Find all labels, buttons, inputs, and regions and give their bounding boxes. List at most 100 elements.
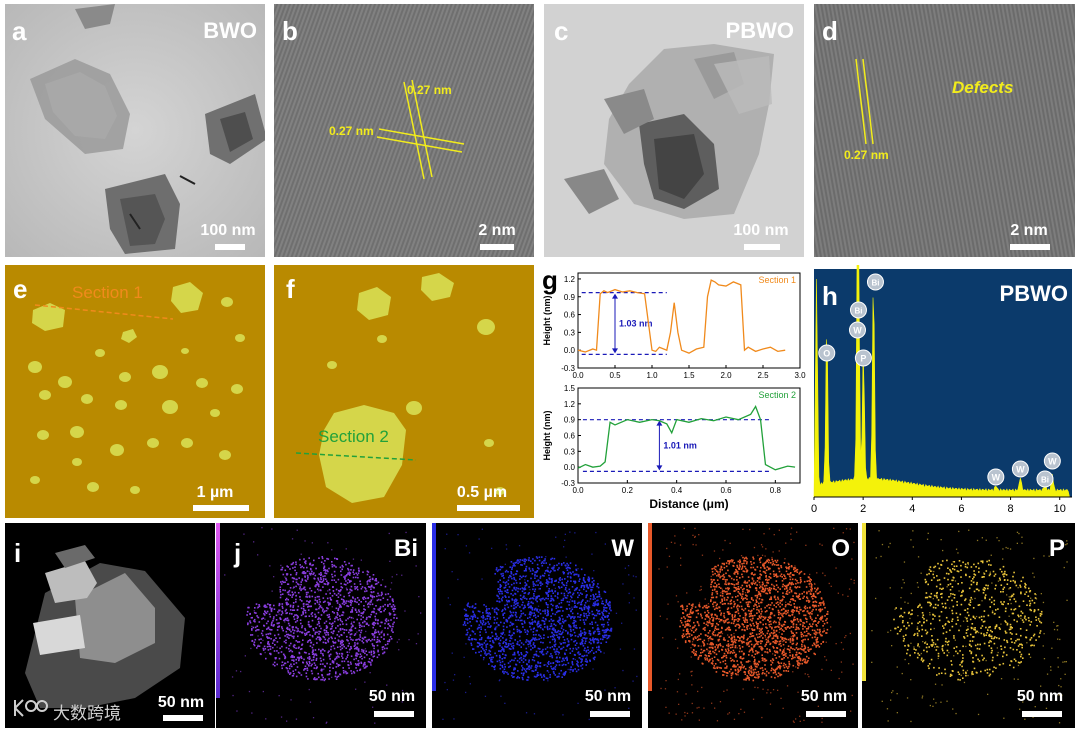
hrtem-image-pbwo [814, 4, 1075, 257]
y-tick-label-1-4: 0.9 [564, 293, 576, 302]
panel-label-i: i [14, 538, 22, 568]
afm-image-2 [274, 265, 534, 518]
element-map-w [442, 528, 638, 721]
peak-label-7: Bi [1041, 476, 1049, 485]
x-tick-label-1-4: 2.0 [720, 371, 732, 380]
x-tick-label-2-3: 0.6 [720, 486, 732, 495]
scale-bar-label-j: 50 nm [368, 688, 416, 705]
scale-bar-j [374, 711, 414, 717]
panel-label-h: h [822, 281, 838, 311]
panel-label-b: b [282, 16, 298, 46]
watermark-icon [14, 699, 48, 717]
peak-marker-2 [854, 349, 872, 367]
y-tick-label-1-3: 0.6 [564, 311, 576, 320]
panel-title-pbwo: PBWO [725, 18, 794, 43]
scale-bar-c [744, 244, 780, 250]
peak-label-5: W [992, 473, 1001, 483]
peak-label-2: P [860, 354, 866, 364]
y-tick-label-1-0: -0.3 [561, 364, 575, 373]
lattice-spacing-label-2: 0.27 nm [329, 124, 374, 138]
y-tick-label-1-2: 0.3 [564, 328, 576, 337]
peak-marker-4 [849, 301, 867, 319]
scale-bar-b [480, 244, 514, 250]
panel-k-map-w: W 50 nm [432, 523, 642, 728]
watermark-logo [11, 696, 49, 720]
panel-label-g: g [542, 265, 558, 295]
defects-annotation: Defects [952, 78, 1014, 97]
scale-bar-label-l: 50 nm [800, 688, 848, 705]
y-tick-label-2-3: 0.6 [564, 432, 576, 441]
hrtem-image-bwo [274, 4, 534, 257]
eds-x-tick-label-2: 4 [909, 503, 915, 515]
eds-x-tick-label-3: 6 [958, 503, 964, 515]
panel-e-afm-1: e Section 1 1 µm [5, 265, 265, 518]
element-map-bi [224, 527, 422, 724]
element-label-o: O [831, 535, 850, 562]
height-profile-charts: 0.0 0.5 1.0 1.5 2.0 2.5 3.0-0.30.00.30.60.91.2… [542, 272, 806, 511]
arrow-head-bottom-1 [612, 348, 618, 354]
color-scale-bi [216, 523, 220, 698]
scale-bar-label-m: 50 nm [1016, 688, 1064, 705]
panel-h-eds-spectrum: 0 2 4 6 8 10 O W P Bi Bi W W Bi W h PBWO [808, 265, 1078, 518]
arrow-head-bottom-2 [656, 465, 663, 471]
scale-bar-label-i: 50 nm [157, 694, 205, 711]
series-title-2: Section 2 [758, 390, 796, 400]
x-tick-label-2-4: 0.8 [770, 486, 782, 495]
x-tick-label-1-1: 0.5 [609, 371, 621, 380]
y-tick-label-1-5: 1.2 [564, 275, 576, 284]
x-tick-label-1-5: 2.5 [757, 371, 769, 380]
eds-x-tick-label-5: 10 [1054, 503, 1066, 515]
panel-i-haadf: i 大数跨境 50 nm [5, 523, 215, 728]
panel-title-bwo: BWO [203, 18, 257, 43]
x-tick-label-1-3: 1.5 [683, 371, 695, 380]
section-1-label: Section 1 [72, 283, 143, 302]
lattice-spacing-label: 0.27 nm [844, 148, 889, 162]
element-label-w: W [611, 535, 634, 562]
panel-b-hrtem-bwo: b 0.27 nm 0.27 nm 2 nm [274, 4, 534, 257]
panel-a-tem-bwo: a BWO 100 nm [5, 4, 265, 257]
panel-c-tem-pbwo: c PBWO 100 nm [544, 4, 804, 257]
peak-marker-0 [818, 344, 836, 362]
color-scale-w [432, 523, 436, 691]
scale-bar-label-f: 0.5 µm [456, 484, 508, 501]
panel-label-c: c [554, 16, 569, 46]
watermark-text: 大数跨境 [53, 704, 121, 724]
panel-label-j: j [234, 538, 242, 568]
peak-label-1: W [853, 326, 862, 336]
peak-marker-1 [848, 321, 866, 339]
element-map-o [658, 527, 855, 723]
panel-label-a: a [12, 16, 27, 46]
peak-label-3: Bi [871, 279, 879, 288]
panel-f-afm-2: f Section 2 0.5 µm [274, 265, 534, 518]
plot-frame-2 [577, 387, 801, 484]
x-tick-label-1-2: 1.0 [646, 371, 658, 380]
series-title-1: Section 1 [758, 275, 796, 285]
scale-bar-e [193, 505, 249, 511]
tem-image-pbwo [544, 4, 804, 257]
eds-x-tick-label-1: 2 [860, 503, 866, 515]
element-label-p: P [1048, 535, 1065, 562]
scale-bar-m [1022, 711, 1062, 717]
section-2-label: Section 2 [318, 427, 389, 446]
peak-marker-8 [1043, 452, 1061, 470]
panel-title-h: PBWO [999, 281, 1068, 306]
scale-bar-label-k: 50 nm [584, 688, 632, 705]
scale-bar-k [590, 711, 630, 717]
peak-marker-3 [866, 273, 884, 291]
element-map-p [871, 529, 1068, 724]
y-tick-label-2-6: 1.5 [564, 384, 576, 393]
y-tick-label-1-1: 0.0 [564, 346, 576, 355]
panel-m-map-p: P 50 nm [862, 523, 1075, 728]
map-dots [442, 528, 638, 721]
peak-marker-6 [1011, 460, 1029, 478]
map-dots [871, 529, 1068, 724]
peak-label-0: O [823, 349, 830, 359]
eds-x-tick-label-0: 0 [811, 503, 817, 515]
lattice-spacing-label-1: 0.27 nm [407, 83, 452, 97]
afm-image-1 [5, 265, 265, 518]
scale-bar-l [806, 711, 846, 717]
spectrum-fill [813, 265, 1070, 498]
scale-bar-label-d: 2 nm [1010, 222, 1048, 239]
panel-j-map-bi: j Bi 50 nm [216, 523, 426, 728]
panel-label-e: e [13, 274, 28, 304]
